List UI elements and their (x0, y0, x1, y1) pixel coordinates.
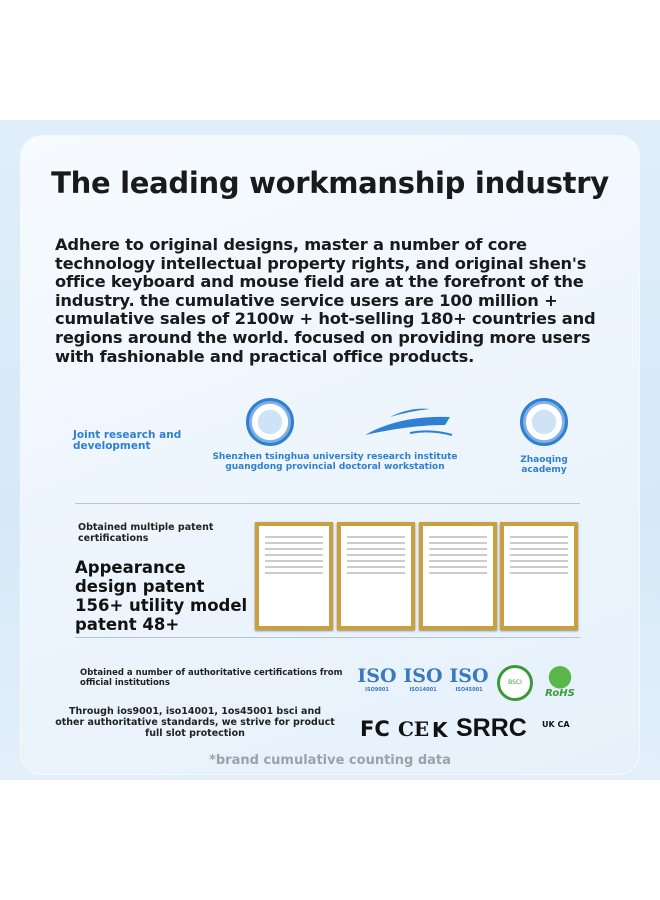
bsci-icon: BSCI (497, 665, 533, 701)
iso45001-icon: ISO ISO45001 (449, 665, 489, 693)
page-title: The leading workmanship industry (51, 166, 609, 200)
kc-mark-icon: K (432, 718, 448, 742)
divider (75, 637, 580, 638)
intro-paragraph: Adhere to original designs, master a num… (55, 235, 596, 366)
tsinghua-seal-icon (246, 398, 294, 446)
iso9001-icon: ISO ISO9001 (357, 665, 397, 693)
certificate-image (500, 522, 578, 630)
divider (75, 503, 580, 504)
certifications-label: Obtained a number of authoritative certi… (80, 668, 343, 688)
research-label: Joint research and development (73, 429, 182, 452)
patent-headline: Appearance design patent 156+ utility mo… (75, 558, 248, 634)
iso14001-icon: ISO ISO14001 (403, 665, 443, 693)
rohs-icon: RoHS (541, 664, 579, 702)
wave-logo-icon (365, 408, 453, 436)
certificate-image (337, 522, 415, 630)
fc-mark-icon: FC (360, 717, 390, 741)
info-card (20, 135, 640, 775)
ukca-mark-icon: UK CA (542, 720, 570, 729)
srrc-mark-icon: SRRC (456, 714, 527, 742)
partner-zhaoqing: Zhaoqing academy (520, 455, 568, 475)
footnote: *brand cumulative counting data (209, 753, 451, 768)
certificate-image (419, 522, 497, 630)
certifications-description: Through ios9001, iso14001, 1os45001 bsci… (55, 706, 335, 739)
zhaoqing-seal-icon (520, 398, 568, 446)
patent-label: Obtained multiple patent certifications (78, 522, 214, 544)
certificate-image (255, 522, 333, 630)
ce-mark-icon: CE (398, 717, 430, 741)
partner-tsinghua: Shenzhen tsinghua university research in… (212, 452, 458, 472)
